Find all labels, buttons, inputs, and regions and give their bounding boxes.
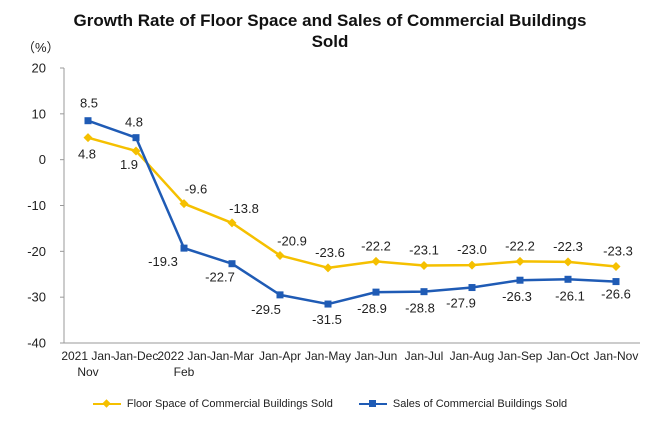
- x-tick-label: Feb: [174, 365, 195, 379]
- y-tick-label: 0: [39, 152, 46, 167]
- point-floor-space: [83, 133, 93, 143]
- point-sales: [84, 117, 92, 125]
- data-label-sales: 8.5: [80, 96, 98, 111]
- point-floor-space: [371, 256, 381, 266]
- point-floor-space: [611, 261, 621, 271]
- point-sales: [324, 300, 332, 308]
- point-sales: [468, 284, 476, 292]
- legend-item-sales: Sales of Commercial Buildings Sold: [358, 398, 568, 410]
- data-label-sales: -22.7: [205, 270, 235, 285]
- y-tick-label: -10: [27, 198, 46, 213]
- chart-title-line-1: Growth Rate of Floor Space and Sales of …: [73, 11, 587, 30]
- x-tick-label: Jan-Mar: [210, 349, 254, 363]
- y-tick-label: 20: [32, 61, 46, 76]
- x-tick-label: Jan-Jul: [405, 349, 444, 363]
- point-floor-space: [323, 263, 333, 273]
- legend-swatch-sales: [358, 399, 387, 409]
- x-tick-label: Jan-Nov: [594, 349, 639, 363]
- x-tick-label: Nov: [77, 365, 98, 379]
- series-lines: [87, 119, 617, 306]
- x-tick-label: 2022 Jan-: [157, 349, 210, 363]
- data-label-floor-space: -13.8: [229, 201, 259, 216]
- x-tick-label: Jan-Oct: [547, 349, 590, 363]
- data-label-floor-space: 1.9: [120, 157, 138, 172]
- series-line-sales: [87, 119, 617, 306]
- point-sales: [132, 134, 140, 142]
- y-tick-label: -30: [27, 290, 46, 305]
- series-markers: [83, 117, 621, 308]
- point-floor-space: [227, 218, 237, 228]
- point-sales: [564, 275, 572, 283]
- y-axis-unit: （%）: [22, 40, 60, 55]
- y-tick-label: 10: [32, 106, 46, 121]
- point-sales: [372, 288, 380, 296]
- data-label-sales: 4.8: [125, 115, 143, 130]
- axes: 20 10 0 -10 -20 -30 -40 2021 Jan- Nov Jan-Dec2022…: [27, 61, 640, 379]
- y-tick-label: -40: [27, 336, 46, 351]
- point-sales: [180, 244, 188, 252]
- point-floor-space: [419, 261, 429, 271]
- x-tick-label: Jan-May: [305, 349, 351, 363]
- point-sales: [516, 276, 524, 284]
- point-floor-space: [275, 250, 285, 260]
- legend-label-floor-space: Floor Space of Commercial Buildings Sold: [126, 398, 333, 410]
- data-label-sales: -27.9: [446, 296, 476, 311]
- point-floor-space: [179, 199, 189, 209]
- point-floor-space: [563, 257, 573, 267]
- data-label-floor-space: -22.2: [505, 238, 535, 253]
- point-sales: [420, 288, 428, 296]
- data-label-floor-space: -23.1: [409, 243, 439, 258]
- data-label-sales: -26.1: [555, 288, 585, 303]
- x-tick-label: Jan-Dec: [114, 349, 159, 363]
- x-tick-label: Jan-Apr: [259, 349, 301, 363]
- point-sales: [276, 291, 284, 299]
- legend-swatch-floor-space: [92, 399, 121, 409]
- data-label-sales: -28.8: [405, 301, 435, 316]
- data-label-floor-space: -22.2: [361, 238, 391, 253]
- legend-item-floor-space: Floor Space of Commercial Buildings Sold: [92, 398, 333, 410]
- x-tick-label: Jan-Sep: [498, 349, 543, 363]
- data-labels: 4.8 1.9 -9.6 -13.8 -20.9 -23.6 -22.2 -23.1 -23.0…: [78, 96, 633, 327]
- point-sales: [228, 260, 236, 268]
- data-label-floor-space: -23.0: [457, 242, 487, 257]
- x-tick-label: 2021 Jan-: [61, 349, 114, 363]
- point-sales: [612, 278, 620, 286]
- legend-label-sales: Sales of Commercial Buildings Sold: [392, 398, 568, 410]
- data-label-sales: -28.9: [357, 301, 387, 316]
- data-label-floor-space: -23.3: [603, 243, 633, 258]
- data-label-floor-space: -20.9: [277, 233, 307, 248]
- x-tick-label: Jan-Jun: [355, 349, 398, 363]
- point-floor-space: [467, 260, 477, 270]
- chart-title-line-2: Sold: [311, 32, 349, 51]
- legend: Floor Space of Commercial Buildings Sold…: [0, 398, 660, 410]
- point-floor-space: [515, 256, 525, 266]
- point-floor-space: [131, 146, 141, 156]
- y-tick-label: -20: [27, 244, 46, 259]
- data-label-sales: -31.5: [312, 312, 342, 327]
- data-label-sales: -26.3: [502, 289, 532, 304]
- data-label-sales: -19.3: [148, 254, 178, 269]
- data-label-sales: -26.6: [601, 287, 631, 302]
- series-line-floor-space: [87, 136, 617, 270]
- data-label-sales: -29.5: [251, 302, 281, 317]
- data-label-floor-space: -9.6: [185, 182, 207, 197]
- data-label-floor-space: 4.8: [78, 147, 96, 162]
- data-label-floor-space: -22.3: [553, 239, 583, 254]
- data-label-floor-space: -23.6: [315, 245, 345, 260]
- chart-title: Growth Rate of Floor Space and Sales of …: [0, 10, 660, 52]
- x-tick-label: Jan-Aug: [450, 349, 495, 363]
